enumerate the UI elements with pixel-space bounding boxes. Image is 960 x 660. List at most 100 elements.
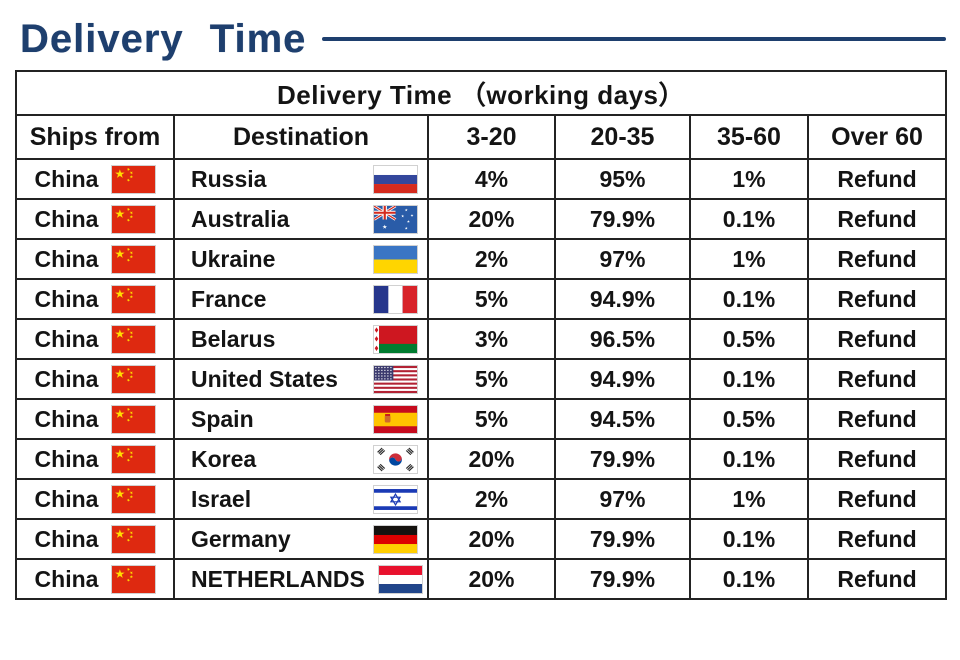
china-flag-icon (112, 325, 156, 353)
over-60-cell: Refund (806, 358, 948, 400)
ships-from-label: China (34, 245, 99, 272)
table-row: China Germany 20% 79.9% 0.1% Refund (15, 518, 948, 560)
col-3-20-days: 3-20 (427, 114, 556, 160)
pct-20-35-cell: 97% (554, 478, 691, 520)
pct-20-35-cell: 94.5% (554, 398, 691, 440)
table-row: China United States 5% 94.9% 0.1% Refund (15, 358, 948, 400)
destination-label: Spain (191, 405, 254, 432)
over-60-cell: Refund (806, 238, 948, 280)
china-flag-icon (112, 525, 156, 553)
title-banner: Delivery Time (0, 0, 960, 61)
pct-3-20-cell: 4% (427, 158, 556, 200)
pct-20-35-cell: 79.9% (554, 558, 691, 600)
ships-from-cell: China (15, 238, 175, 280)
table-row: China Russia 4% 95% 1% Refund (15, 158, 948, 200)
ships-from-label: China (34, 285, 99, 312)
col-20-35-days: 20-35 (554, 114, 691, 160)
pct-35-60-cell: 0.1% (689, 558, 809, 600)
table-row: China Spain 5% 94.5% 0.5% Refund (15, 398, 948, 440)
pct-3-20-cell: 5% (427, 398, 556, 440)
table-row: China France 5% 94.9% 0.1% Refund (15, 278, 948, 320)
pct-3-20-cell: 3% (427, 318, 556, 360)
pct-3-20-cell: 2% (427, 478, 556, 520)
pct-20-35-cell: 79.9% (554, 198, 691, 240)
ships-from-cell: China (15, 158, 175, 200)
destination-cell: Israel (173, 478, 429, 520)
pct-3-20-cell: 5% (427, 278, 556, 320)
netherlands-flag-icon (378, 565, 422, 593)
pct-35-60-cell: 1% (689, 238, 809, 280)
col-destination: Destination (173, 114, 429, 160)
pct-20-35-cell: 79.9% (554, 518, 691, 560)
destination-cell: France (173, 278, 429, 320)
destination-label: United States (191, 365, 338, 392)
destination-cell: NETHERLANDS (173, 558, 429, 600)
spain-flag-icon (374, 405, 417, 433)
table-caption-row: Delivery Time （working days） (14, 70, 948, 116)
destination-label: Korea (191, 445, 257, 472)
ships-from-label: China (34, 165, 99, 192)
pct-20-35-cell: 96.5% (554, 318, 691, 360)
destination-cell: Belarus (173, 318, 429, 360)
ships-from-cell: China (15, 398, 175, 440)
ships-from-label: China (34, 565, 99, 592)
over-60-cell: Refund (806, 158, 948, 200)
china-flag-icon (112, 285, 156, 313)
ships-from-cell: China (15, 278, 175, 320)
russia-flag-icon (374, 165, 417, 193)
ships-from-label: China (34, 405, 99, 432)
pct-20-35-cell: 79.9% (554, 438, 691, 480)
pct-35-60-cell: 1% (689, 478, 809, 520)
ships-from-cell: China (15, 478, 175, 520)
pct-35-60-cell: 1% (689, 158, 809, 200)
destination-cell: United States (173, 358, 429, 400)
col-35-60-days: 35-60 (689, 114, 809, 160)
destination-cell: Korea (173, 438, 429, 480)
over-60-cell: Refund (806, 278, 948, 320)
destination-label: Germany (191, 525, 291, 552)
table-row: China Korea (15, 438, 948, 480)
page-title: Delivery Time (20, 17, 307, 61)
ships-from-cell: China (15, 438, 175, 480)
destination-label: Israel (191, 485, 252, 512)
destination-label: Ukraine (191, 245, 276, 272)
destination-cell: Germany (173, 518, 429, 560)
australia-flag-icon (374, 205, 417, 233)
china-flag-icon (112, 405, 156, 433)
destination-cell: Ukraine (173, 238, 429, 280)
pct-35-60-cell: 0.1% (689, 518, 809, 560)
col-ships-from: Ships from (15, 114, 175, 160)
china-flag-icon (112, 165, 156, 193)
pct-35-60-cell: 0.5% (689, 318, 809, 360)
israel-flag-icon (374, 485, 417, 513)
china-flag-icon (112, 245, 156, 273)
china-flag-icon (112, 205, 156, 233)
table-row: China NETHERLANDS 20% 79.9% 0.1% Refund (15, 558, 948, 600)
over-60-cell: Refund (806, 318, 948, 360)
ships-from-label: China (34, 365, 99, 392)
ships-from-label: China (34, 445, 99, 472)
france-flag-icon (374, 285, 417, 313)
ships-from-cell: China (15, 558, 175, 600)
destination-cell: Spain (173, 398, 429, 440)
destination-label: France (191, 285, 267, 312)
pct-35-60-cell: 0.5% (689, 398, 809, 440)
korea-flag-icon (374, 445, 417, 473)
pct-3-20-cell: 20% (427, 438, 556, 480)
destination-cell: Russia (173, 158, 429, 200)
ships-from-label: China (34, 525, 99, 552)
germany-flag-icon (374, 525, 417, 553)
china-flag-icon (112, 365, 156, 393)
col-over-60-days: Over 60 (806, 114, 948, 160)
ships-from-cell: China (15, 358, 175, 400)
destination-label: Russia (191, 165, 267, 192)
pct-3-20-cell: 5% (427, 358, 556, 400)
pct-3-20-cell: 20% (427, 198, 556, 240)
destination-cell: Australia (173, 198, 429, 240)
table-row: China Australia 20% 79.9% 0.1% Refund (15, 198, 948, 240)
ships-from-label: China (34, 325, 99, 352)
title-divider-line (322, 37, 946, 41)
pct-35-60-cell: 0.1% (689, 278, 809, 320)
destination-label: Belarus (191, 325, 276, 352)
